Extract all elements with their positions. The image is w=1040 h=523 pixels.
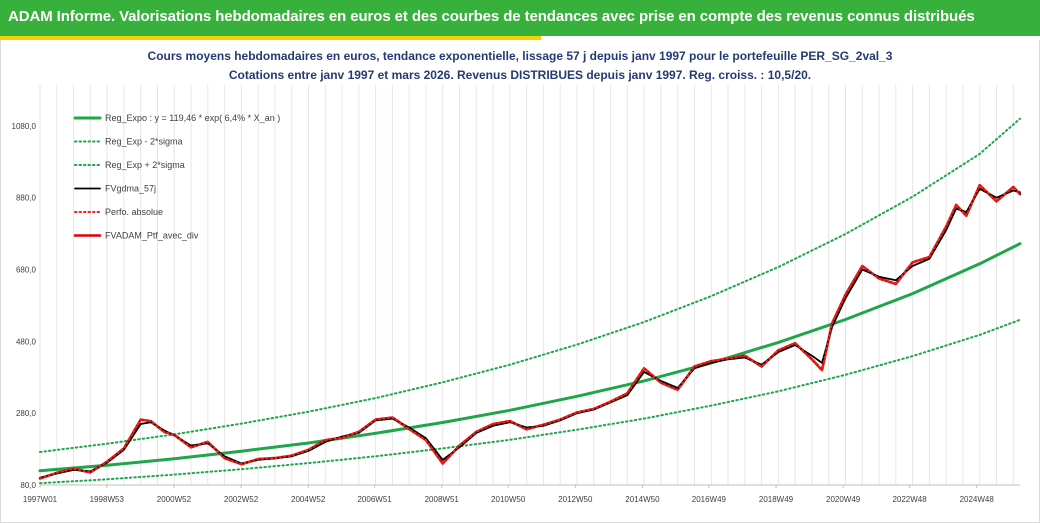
series-line-reg-expo-y-119-46-exp-6-4-x-an (38, 242, 1022, 473)
plot-series (38, 117, 1022, 485)
legend-label: Reg_Exp - 2*sigma (105, 137, 183, 147)
vertical-gridlines (39, 85, 1014, 485)
chart-title: Cours moyens hebdomadaires en euros, ten… (147, 49, 893, 63)
banner-accent-stripe (0, 36, 1040, 40)
legend-label: Perfo. absolue (105, 207, 163, 217)
x-tick-label: 2014W50 (625, 495, 660, 504)
x-tick-label: 2018W49 (759, 495, 794, 504)
x-tick-label: 2008W51 (425, 495, 460, 504)
legend-label: Reg_Exp + 2*sigma (105, 160, 185, 170)
series-line-fvadam-ptf-avec-div (38, 183, 1022, 480)
y-tick-label: 280,0 (16, 409, 37, 418)
legend: Reg_Expo : y = 119,46 * exp( 6,4% * X_an… (73, 113, 280, 241)
y-tick-label: 80,0 (20, 481, 36, 490)
legend-label: FVgdma_57j (105, 184, 156, 194)
y-tick-label: 1080,0 (12, 122, 37, 131)
x-tick-label: 2002W52 (224, 495, 259, 504)
legend-label: FVADAM_Ptf_avec_div (105, 231, 199, 241)
report-banner: ADAM Informe. Valorisations hebdomadaire… (0, 0, 1040, 36)
series-line-perfo-absolue (39, 184, 1021, 480)
x-tick-label: 2010W50 (491, 495, 526, 504)
y-tick-label: 680,0 (16, 266, 37, 275)
x-tick-label: 2016W49 (692, 495, 727, 504)
x-tick-label: 2004W52 (291, 495, 326, 504)
x-tick-label: 2012W50 (558, 495, 593, 504)
x-tick-label: 1998W53 (90, 495, 125, 504)
x-tick-label: 2006W51 (357, 495, 392, 504)
axes: 80,0 280,0 480,0 680,0 880,0 1080,0 1997W01 199… (12, 122, 1020, 504)
legend-label: Reg_Expo : y = 119,46 * exp( 6,4% * X_an… (105, 113, 280, 123)
y-tick-label: 880,0 (16, 194, 37, 203)
x-tick-label: 2000W52 (157, 495, 192, 504)
x-tick-label: 2020W49 (826, 495, 861, 504)
series-line-reg-exp-2-sigma (39, 117, 1021, 453)
y-tick-label: 480,0 (16, 337, 37, 346)
x-tick-label: 2024W48 (960, 495, 995, 504)
x-tick-label: 1997W01 (23, 495, 58, 504)
series-line-reg-exp-2-sigma (39, 318, 1021, 485)
x-tick-label: 2022W48 (892, 495, 927, 504)
chart-frame (0, 40, 1040, 523)
chart-subtitle: Cotations entre janv 1997 et mars 2026. … (228, 68, 812, 82)
report-title: ADAM Informe. Valorisations hebdomadaire… (8, 8, 975, 25)
